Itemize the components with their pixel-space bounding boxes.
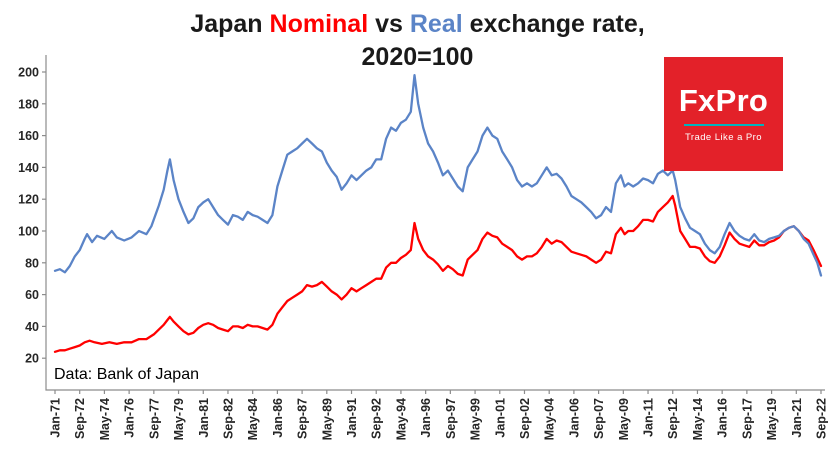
- x-tick-label: Sep-17: [740, 398, 754, 439]
- x-tick-label: May-84: [246, 398, 260, 440]
- y-tick-label: 200: [18, 66, 39, 80]
- x-tick-label: Sep-02: [518, 398, 532, 439]
- fxpro-logo: FxPro Trade Like a Pro: [664, 57, 783, 171]
- real-series-line: [53, 74, 823, 277]
- x-tick-label: May-14: [691, 398, 705, 440]
- x-tick-label: May-09: [617, 398, 631, 440]
- y-tick-label: 100: [18, 225, 39, 239]
- x-tick-label: Sep-97: [444, 398, 458, 439]
- title-real-label: Real: [409, 10, 463, 38]
- x-tick-label: Jan-01: [493, 398, 507, 438]
- x-tick-label: Jan-81: [197, 398, 211, 438]
- x-tick-label: Jan-71: [49, 398, 63, 438]
- y-tick-label: 60: [25, 288, 39, 302]
- title-subtitle: 2020=100: [361, 43, 474, 71]
- x-tick-label: May-04: [543, 398, 557, 440]
- x-tick-label: Sep-72: [73, 398, 87, 439]
- x-tick-label: Sep-22: [815, 398, 829, 439]
- x-tick-label: Jan-11: [642, 398, 656, 437]
- x-tick-label: Jan-06: [567, 398, 581, 438]
- x-tick-label: Sep-77: [147, 398, 161, 439]
- y-tick-label: 40: [25, 320, 39, 334]
- y-tick-label: 80: [25, 256, 39, 270]
- x-tick-label: Sep-87: [296, 398, 310, 439]
- x-tick-label: Sep-07: [592, 398, 606, 439]
- nominal-series-line: [53, 194, 823, 353]
- title-text-1: Japan: [190, 10, 270, 38]
- x-tick-label: Jan-21: [790, 398, 804, 438]
- y-tick-label: 180: [18, 97, 39, 111]
- x-tick-label: Sep-82: [221, 398, 235, 439]
- y-tick-label: 140: [18, 161, 39, 175]
- fxpro-logo-divider: [683, 124, 764, 126]
- x-tick-label: Jan-91: [345, 398, 359, 438]
- axis-lines: [45, 55, 825, 391]
- x-tick-label: May-79: [172, 398, 186, 440]
- x-tick-label: Jan-86: [271, 398, 285, 438]
- fxpro-logo-tagline: Trade Like a Pro: [684, 132, 763, 143]
- x-tick-label: May-19: [765, 398, 779, 440]
- x-tick-label: Sep-12: [666, 398, 680, 439]
- y-tick-label: 120: [18, 193, 39, 207]
- x-tick-label: May-94: [394, 398, 408, 440]
- chart-title: Japan Nominal vs Real exchange rate, 202…: [0, 8, 835, 74]
- title-text-2: vs: [368, 10, 410, 38]
- title-text-3: exchange rate,: [462, 10, 645, 38]
- y-tick-label: 160: [18, 129, 39, 143]
- x-tick-label: May-99: [469, 398, 483, 440]
- x-tick-label: Jan-96: [419, 398, 433, 438]
- x-tick-label: Jan-16: [716, 398, 730, 438]
- x-tick-label: Sep-92: [370, 398, 384, 439]
- x-tick-label: May-89: [320, 398, 334, 440]
- data-source-note: Data: Bank of Japan: [54, 366, 199, 383]
- fxpro-logo-wordmark: FxPro: [678, 83, 769, 118]
- x-tick-label: Jan-76: [123, 398, 137, 438]
- y-tick-label: 20: [25, 352, 39, 366]
- title-nominal-label: Nominal: [269, 10, 369, 38]
- x-tick-label: May-74: [98, 398, 112, 440]
